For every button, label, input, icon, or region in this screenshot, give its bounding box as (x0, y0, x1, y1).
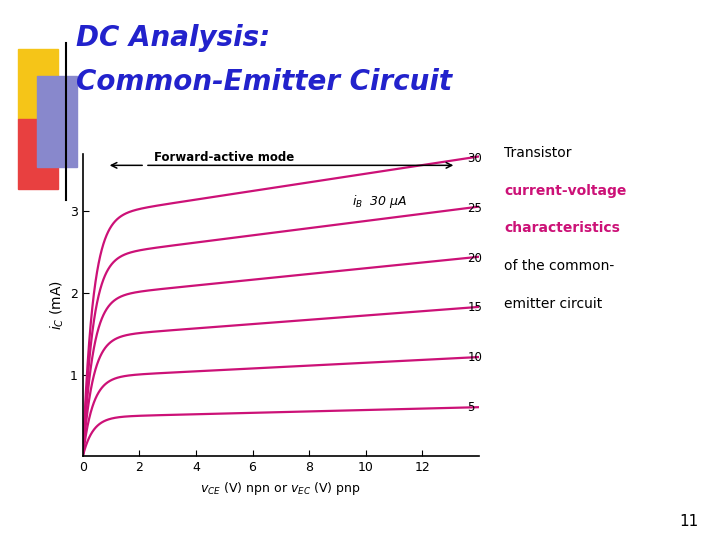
Y-axis label: $i_C$ (mA): $i_C$ (mA) (48, 280, 66, 330)
Text: current-voltage: current-voltage (504, 184, 626, 198)
Text: Transistor: Transistor (504, 146, 572, 160)
Text: 10: 10 (467, 351, 482, 364)
Text: 5: 5 (467, 401, 475, 414)
Text: Forward-active mode: Forward-active mode (154, 151, 294, 164)
Text: 25: 25 (467, 202, 482, 215)
Text: 11: 11 (679, 514, 698, 529)
Text: DC Analysis:: DC Analysis: (76, 24, 270, 52)
X-axis label: $v_{CE}$ (V) npn or $v_{EC}$ (V) pnp: $v_{CE}$ (V) npn or $v_{EC}$ (V) pnp (200, 480, 361, 497)
Text: 15: 15 (467, 301, 482, 314)
Text: characteristics: characteristics (504, 221, 620, 235)
Text: emitter circuit: emitter circuit (504, 297, 602, 311)
Text: $i_B$  30 $\mu$A: $i_B$ 30 $\mu$A (351, 193, 407, 210)
Text: Common-Emitter Circuit: Common-Emitter Circuit (76, 68, 451, 96)
Text: 30: 30 (467, 152, 482, 165)
Text: of the common-: of the common- (504, 259, 614, 273)
Text: 20: 20 (467, 252, 482, 265)
